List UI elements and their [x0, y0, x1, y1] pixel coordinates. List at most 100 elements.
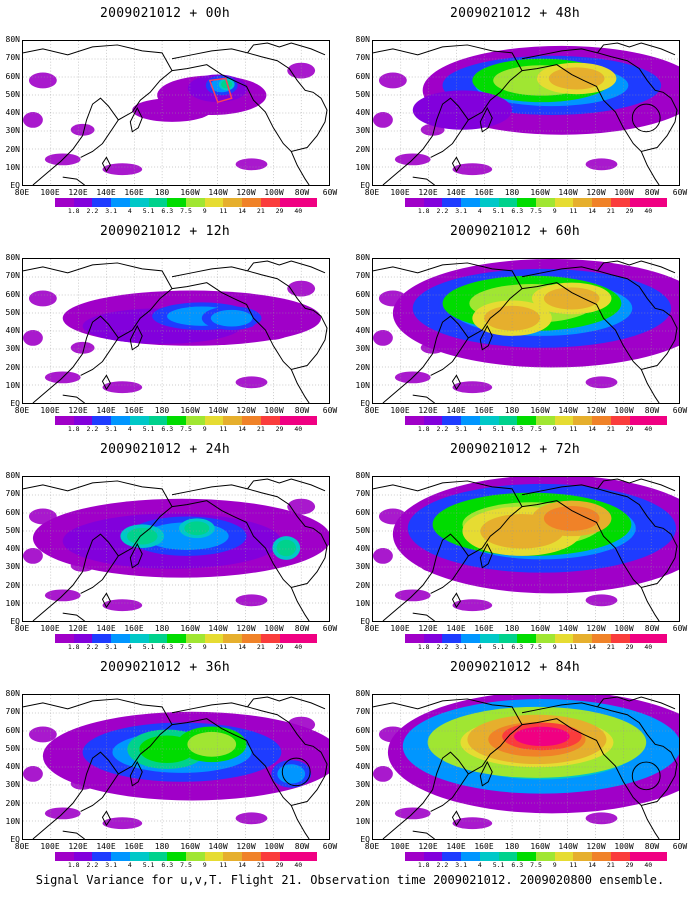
longitude-label: 120W	[586, 406, 606, 415]
colorbar-label: 14	[238, 207, 247, 215]
latitude-label: 30N	[355, 780, 370, 790]
colorbar: 1.8 2.2 3.1 4 5.1 6.3 7.5 9 11 14 21 29 40	[405, 198, 668, 215]
panel-title: 2009021012 + 72h	[449, 442, 581, 457]
latitude-labels: 80N 70N 60N 50N 40N 30N 20N 10N EQ	[350, 254, 372, 408]
latitude-label: EQ	[360, 835, 370, 844]
variance-contour	[543, 505, 600, 531]
colorbar-swatch	[573, 198, 593, 207]
latitude-labels: 80N 70N 60N 50N 40N 30N 20N 10N EQ	[350, 690, 372, 844]
latitude-label: EQ	[10, 399, 20, 408]
longitude-label: 160E	[474, 188, 494, 197]
longitude-label: 80E	[14, 406, 30, 415]
colorbar-swatch	[610, 416, 631, 425]
colorbar-swatch	[592, 198, 612, 207]
colorbar-label: 29	[275, 207, 284, 215]
latitude-label: 20N	[5, 144, 20, 154]
latitude-label: 30N	[5, 780, 20, 790]
longitude-label: 100E	[390, 842, 410, 851]
colorbar-swatch	[55, 852, 75, 861]
colorbar-swatch	[279, 634, 299, 643]
colorbar-label: 29	[275, 425, 284, 433]
colorbar-swatch	[129, 198, 150, 207]
longitude-label: 160W	[530, 188, 550, 197]
variance-contour	[235, 376, 268, 389]
variance-contour	[184, 521, 210, 536]
latitude-label: 60N	[355, 725, 370, 735]
colorbar-swatch	[55, 416, 75, 425]
colorbar-label: 3.1	[455, 861, 468, 869]
longitude-label: 60W	[322, 624, 338, 633]
panel-title: 2009021012 + 48h	[449, 6, 581, 21]
longitude-label: 60W	[322, 842, 338, 851]
latitude-label: 60N	[355, 289, 370, 299]
colorbar-swatch	[186, 852, 206, 861]
colorbar-label: 6.3	[161, 643, 174, 651]
colorbar-swatch	[479, 416, 500, 425]
latitude-label: 20N	[5, 362, 20, 372]
variance-contour	[276, 539, 297, 557]
latitude-labels: 80N 70N 60N 50N 40N 30N 20N 10N EQ	[0, 472, 22, 626]
colorbar-swatch	[223, 416, 243, 425]
latitude-label: 10N	[5, 598, 20, 608]
colorbar-label: 3.1	[105, 207, 118, 215]
colorbar-label: 40	[644, 425, 653, 433]
latitude-label: 60N	[5, 289, 20, 299]
map-panel: 2009021012 + 36h 80N 70N 60N 50N 40N 30N 20N 10N…	[0, 654, 340, 869]
colorbar-label: 4	[477, 207, 482, 215]
longitude-label: 80E	[364, 188, 380, 197]
latitude-label: 20N	[355, 580, 370, 590]
colorbar-label: 11	[569, 207, 578, 215]
latitude-label: 10N	[5, 380, 20, 390]
variance-contour	[28, 290, 57, 307]
colorbar-swatch	[461, 416, 481, 425]
latitude-label: 30N	[355, 344, 370, 354]
longitude-label: 80E	[364, 406, 380, 415]
latitude-labels: 80N 70N 60N 50N 40N 30N 20N 10N EQ	[350, 36, 372, 190]
variance-contour	[23, 112, 43, 128]
colorbar-label: 7.5	[530, 207, 542, 215]
colorbar-label: 21	[256, 861, 265, 869]
variance-contour	[452, 163, 493, 176]
colorbar-label: 1.8	[417, 425, 430, 433]
colorbar: 1.8 2.2 3.1 4 5.1 6.3 7.5 9 11 14 21 29 40	[405, 852, 668, 869]
colorbar-swatch	[55, 634, 75, 643]
map-canvas	[373, 259, 679, 403]
latitude-label: 10N	[5, 816, 20, 826]
variance-contour	[102, 381, 143, 394]
colorbar-swatch	[648, 852, 668, 861]
colorbar-label: 5.1	[492, 207, 505, 215]
colorbar-swatch	[554, 634, 574, 643]
colorbar-swatch	[479, 634, 500, 643]
longitude-label: 80W	[644, 406, 660, 415]
colorbar-swatch	[73, 416, 93, 425]
longitude-label: 140E	[446, 624, 466, 633]
variance-contour	[28, 72, 57, 89]
colorbar-swatch	[461, 634, 481, 643]
colorbar-swatch	[73, 852, 93, 861]
variance-contour	[235, 594, 268, 607]
colorbar-swatch	[423, 416, 443, 425]
colorbar-label: 5.1	[142, 207, 155, 215]
longitude-label: 60W	[322, 188, 338, 197]
colorbar-swatch	[242, 198, 262, 207]
longitude-label: 120W	[236, 188, 256, 197]
longitude-label: 60W	[672, 842, 688, 851]
latitude-label: 50N	[5, 89, 20, 99]
longitude-label: 120W	[236, 624, 256, 633]
latitude-label: 70N	[5, 489, 20, 499]
colorbar-label: 14	[238, 861, 247, 869]
variance-contour	[452, 817, 493, 830]
colorbar-label: 7.5	[180, 861, 192, 869]
colorbar-swatch	[517, 416, 537, 425]
latitude-label: 30N	[355, 562, 370, 572]
longitude-label: 140W	[208, 624, 228, 633]
map-canvas	[23, 41, 329, 185]
variance-contour	[373, 330, 393, 346]
colorbar-swatch	[260, 416, 281, 425]
colorbar-label: 5.1	[142, 861, 155, 869]
longitude-label: 60W	[672, 406, 688, 415]
longitude-label: 160W	[530, 406, 550, 415]
colorbar-label: 7.5	[180, 425, 192, 433]
longitude-label: 80W	[294, 624, 310, 633]
colorbar-swatch	[517, 198, 537, 207]
